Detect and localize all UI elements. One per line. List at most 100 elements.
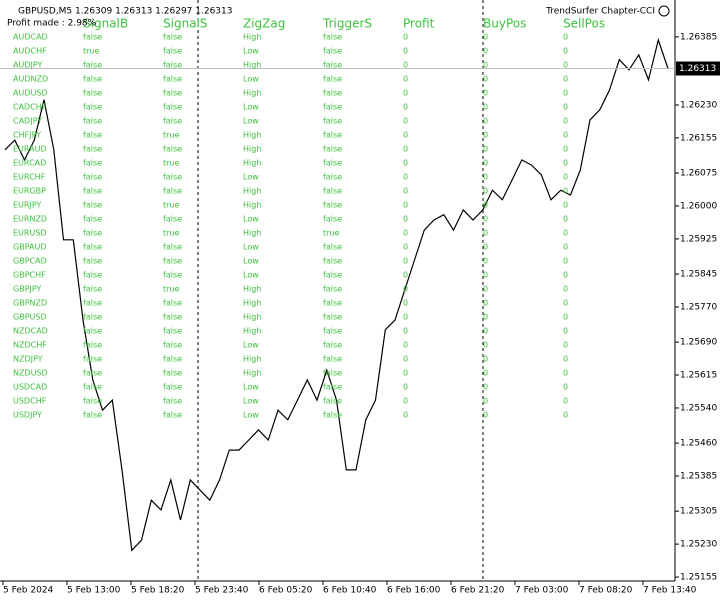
table-cell: 0	[563, 355, 568, 364]
table-cell: false	[83, 369, 102, 378]
table-cell: 0	[403, 285, 408, 294]
table-cell: false	[323, 117, 342, 126]
table-cell: 0	[483, 229, 488, 238]
table-cell: 0	[483, 201, 488, 210]
table-cell: Low	[243, 173, 259, 182]
table-cell: false	[163, 145, 182, 154]
table-cell: false	[323, 285, 342, 294]
table-cell: false	[83, 271, 102, 280]
y-tick-label: 1.25770	[680, 302, 717, 312]
table-cell: EURAUD	[13, 145, 47, 154]
table-cell: 0	[483, 243, 488, 252]
table-cell: 0	[483, 411, 488, 420]
table-cell: 0	[403, 355, 408, 364]
table-cell: false	[323, 47, 342, 56]
table-cell: false	[323, 145, 342, 154]
table-cell: High	[243, 327, 261, 336]
table-cell: false	[83, 397, 102, 406]
table-cell: false	[323, 187, 342, 196]
table-cell: false	[83, 313, 102, 322]
table-cell: false	[163, 327, 182, 336]
table-cell: Low	[243, 257, 259, 266]
table-cell: false	[323, 383, 342, 392]
table-cell: 0	[403, 89, 408, 98]
x-tick-label: 5 Feb 18:20	[131, 586, 185, 596]
table-cell: 0	[483, 299, 488, 308]
table-cell: 0	[483, 75, 488, 84]
x-tick-label: 7 Feb 03:00	[515, 586, 569, 596]
table-cell: AUDCAD	[13, 33, 48, 42]
table-cell: Low	[243, 397, 259, 406]
table-cell: High	[243, 61, 261, 70]
table-cell: false	[163, 117, 182, 126]
table-cell: false	[163, 257, 182, 266]
table-cell: High	[243, 285, 261, 294]
table-cell: 0	[403, 215, 408, 224]
x-tick-label: 7 Feb 13:40	[643, 586, 697, 596]
table-cell: 0	[563, 75, 568, 84]
table-cell: 0	[403, 397, 408, 406]
table-cell: CADCHF	[13, 103, 47, 112]
table-cell: false	[163, 271, 182, 280]
table-cell: false	[163, 383, 182, 392]
table-cell: false	[83, 327, 102, 336]
table-cell: false	[323, 131, 342, 140]
table-cell: 0	[403, 33, 408, 42]
table-cell: EURUSD	[13, 229, 47, 238]
table-cell: 0	[483, 117, 488, 126]
table-cell: EURCAD	[13, 159, 46, 168]
x-tick-label: 5 Feb 2024	[3, 586, 54, 596]
table-cell: false	[163, 369, 182, 378]
table-cell: false	[83, 215, 102, 224]
column-header: Profit	[403, 17, 435, 31]
table-cell: false	[323, 243, 342, 252]
table-cell: false	[323, 355, 342, 364]
table-cell: 0	[483, 369, 488, 378]
symbol-info: GBPUSD,M5 1.26309 1.26313 1.26297 1.2631…	[18, 7, 232, 17]
table-cell: 0	[563, 341, 568, 350]
table-cell: false	[323, 327, 342, 336]
table-cell: false	[83, 299, 102, 308]
table-cell: false	[323, 369, 342, 378]
table-cell: 0	[403, 173, 408, 182]
column-header: SignalB	[83, 17, 128, 31]
table-cell: 0	[563, 173, 568, 182]
table-cell: 0	[403, 327, 408, 336]
table-cell: 0	[403, 187, 408, 196]
table-cell: 0	[483, 215, 488, 224]
table-cell: 0	[403, 159, 408, 168]
table-cell: false	[323, 341, 342, 350]
table-cell: 0	[483, 397, 488, 406]
table-cell: false	[323, 33, 342, 42]
table-cell: USDJPY	[13, 411, 42, 420]
y-tick-label: 1.25385	[680, 472, 717, 482]
table-cell: GBPCAD	[13, 257, 47, 266]
table-cell: 0	[483, 145, 488, 154]
table-cell: false	[163, 215, 182, 224]
table-cell: 0	[483, 89, 488, 98]
y-tick-label: 1.25540	[680, 403, 717, 413]
x-tick-label: 5 Feb 23:40	[195, 586, 249, 596]
table-cell: 0	[563, 33, 568, 42]
table-cell: false	[323, 159, 342, 168]
table-cell: Low	[243, 215, 259, 224]
table-cell: 0	[403, 75, 408, 84]
table-cell: false	[323, 173, 342, 182]
table-cell: 0	[563, 61, 568, 70]
table-cell: false	[83, 355, 102, 364]
table-cell: EURCHF	[13, 173, 46, 182]
table-cell: Low	[243, 117, 259, 126]
table-cell: false	[323, 61, 342, 70]
table-cell: false	[83, 75, 102, 84]
table-cell: 0	[483, 159, 488, 168]
table-cell: 0	[403, 271, 408, 280]
table-cell: GBPAUD	[13, 243, 47, 252]
table-cell: GBPJPY	[13, 285, 42, 294]
table-cell: 0	[483, 327, 488, 336]
table-cell: 0	[563, 327, 568, 336]
table-cell: High	[243, 33, 261, 42]
table-cell: 0	[563, 397, 568, 406]
table-cell: High	[243, 299, 261, 308]
table-cell: true	[163, 285, 179, 294]
table-cell: High	[243, 201, 261, 210]
